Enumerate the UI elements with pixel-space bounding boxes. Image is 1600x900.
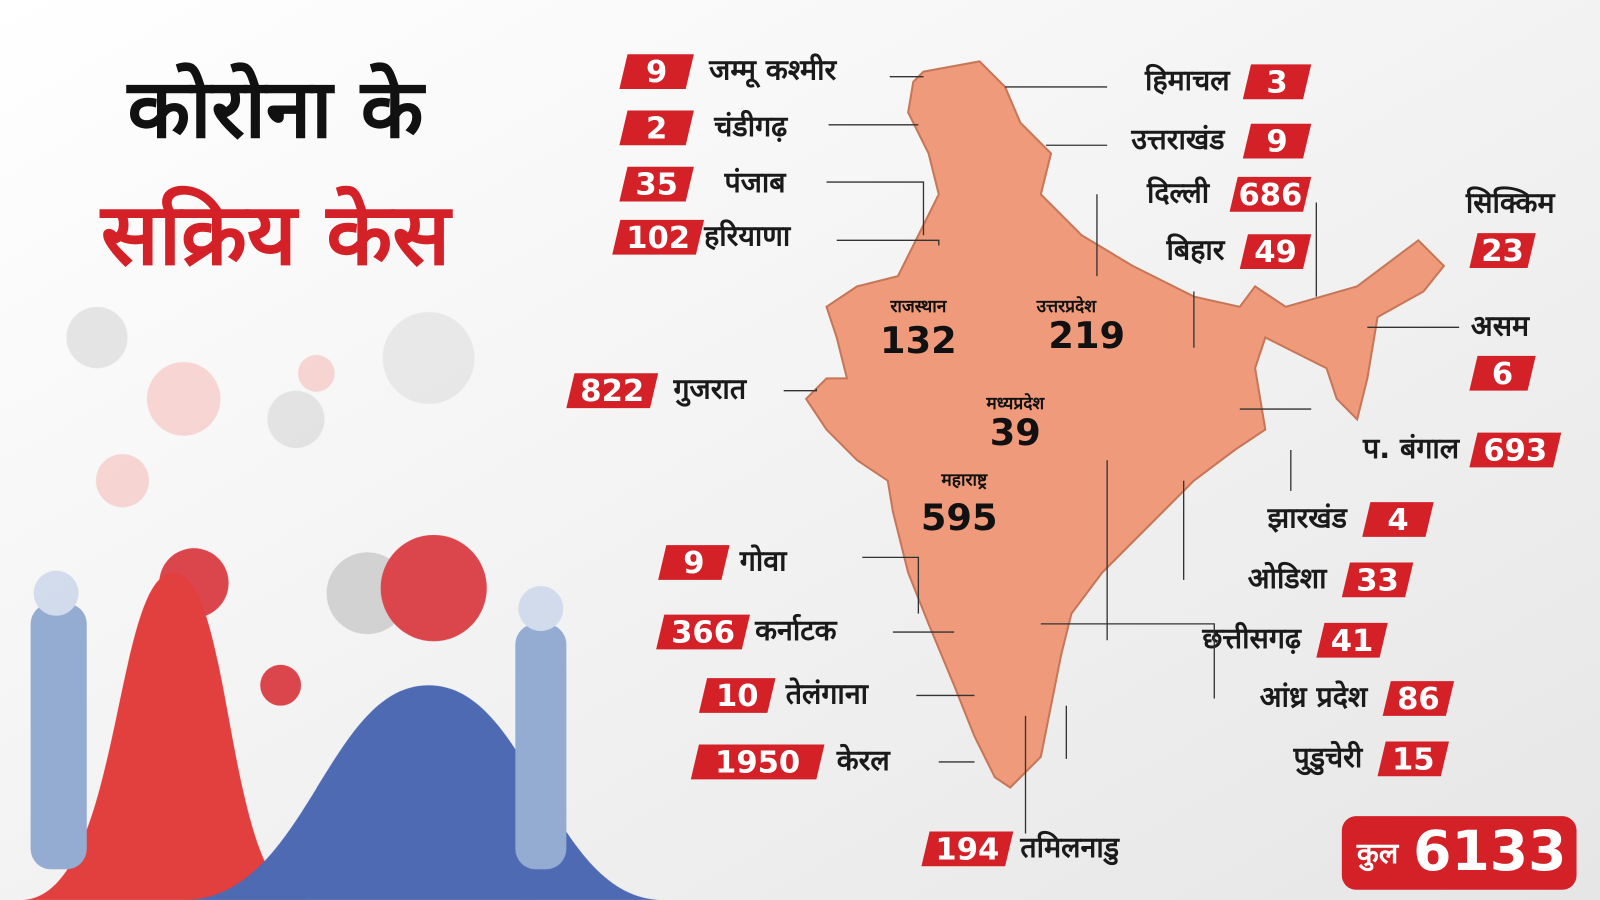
- state-name: मध्यप्रदेश: [985, 393, 1045, 414]
- state-name: पुडुचेरी: [1293, 740, 1364, 776]
- state-name: सिक्किम: [1465, 186, 1556, 220]
- state-name: उत्तराखंड: [1130, 122, 1226, 156]
- state-name: पंजाब: [723, 165, 787, 199]
- state-count: 132: [880, 319, 957, 362]
- case-count: 9: [646, 55, 667, 90]
- case-count: 9: [1266, 125, 1287, 160]
- state-count: 595: [921, 496, 998, 539]
- state-name: हिमाचल: [1144, 63, 1231, 97]
- case-badge: [1469, 233, 1536, 268]
- state-name: हरियाणा: [703, 218, 792, 252]
- case-count: 15: [1392, 742, 1435, 777]
- state-name: गुजरात: [672, 372, 747, 408]
- case-count: 3: [1266, 65, 1287, 100]
- case-badge: [1239, 234, 1312, 269]
- state-name: तेलंगाना: [785, 676, 870, 710]
- case-count: 33: [1356, 563, 1399, 598]
- state-name: दिल्ली: [1146, 175, 1211, 209]
- case-badge: [1229, 176, 1312, 212]
- decoration: [20, 306, 664, 900]
- case-badge: [1377, 741, 1449, 777]
- case-count: 9: [683, 546, 704, 581]
- case-count: 35: [635, 168, 678, 203]
- leader-line: [783, 388, 817, 392]
- case-badge: [690, 744, 825, 780]
- case-badge: [1382, 681, 1455, 716]
- title-line: सक्रिय केस: [99, 185, 453, 285]
- case-count: 693: [1483, 434, 1547, 469]
- case-badge: [1341, 562, 1414, 598]
- case-count: 194: [935, 832, 999, 867]
- case-count: 366: [671, 616, 735, 651]
- state-name: कर्नाटक: [754, 613, 838, 647]
- state-name: जम्मू कश्मीर: [708, 53, 837, 89]
- india-map: [804, 60, 1446, 789]
- case-count: 4: [1387, 503, 1408, 538]
- case-badge: [921, 831, 1014, 867]
- case-badge: [1362, 502, 1434, 537]
- leader-line: [826, 181, 925, 236]
- case-count: 10: [716, 679, 759, 714]
- case-badge: [1242, 123, 1312, 159]
- case-badge: [619, 54, 694, 89]
- case-badge: [619, 110, 694, 146]
- case-count: 49: [1254, 235, 1297, 270]
- state-name: तमिलनाडु: [1019, 830, 1120, 866]
- state-name: राजस्थान: [889, 297, 947, 317]
- case-count: 102: [626, 221, 690, 256]
- state-name: चंडीगढ़: [713, 109, 788, 143]
- case-count: 822: [580, 374, 644, 409]
- case-badge: [658, 545, 730, 580]
- case-badge: [1469, 355, 1536, 391]
- case-count: 1950: [715, 745, 800, 780]
- case-count: 2: [646, 111, 667, 146]
- leader-line: [836, 239, 940, 246]
- state-count: 39: [990, 411, 1041, 454]
- title-line: कोरोना के: [126, 62, 427, 157]
- case-badge: [698, 678, 776, 713]
- state-name: गोवा: [739, 543, 788, 577]
- case-count: 686: [1238, 178, 1302, 213]
- state-name: उत्तरप्रदेश: [1036, 296, 1098, 317]
- case-count: 41: [1331, 624, 1374, 659]
- total-badge: [1341, 816, 1577, 890]
- case-badge: [566, 373, 659, 409]
- case-badge: [1242, 64, 1312, 100]
- state-name: ओडिशा: [1248, 561, 1328, 595]
- case-badge: [656, 614, 750, 650]
- case-badge: [619, 166, 694, 202]
- total-label: कुल: [1356, 836, 1400, 872]
- state-name: केरल: [836, 743, 892, 777]
- case-badge: [1469, 432, 1562, 468]
- case-count: 23: [1481, 234, 1524, 269]
- case-count: 6: [1492, 357, 1513, 392]
- total-value: 6133: [1413, 820, 1566, 884]
- state-name: आंध्र प्रदेश: [1260, 680, 1369, 714]
- state-name: प. बंगाल: [1362, 431, 1461, 465]
- state-name: महाराष्ट्र: [940, 471, 988, 491]
- state-count: 219: [1048, 314, 1125, 357]
- case-badge: [612, 219, 705, 255]
- leader-line: [1040, 623, 1215, 699]
- state-name: झारखंड: [1267, 501, 1349, 535]
- state-name: असम: [1471, 308, 1530, 342]
- leader-line: [862, 556, 920, 614]
- case-badge: [1316, 622, 1388, 658]
- case-count: 86: [1397, 682, 1440, 717]
- state-name: बिहार: [1166, 233, 1226, 267]
- state-name: छत्तीसगढ़: [1201, 621, 1302, 655]
